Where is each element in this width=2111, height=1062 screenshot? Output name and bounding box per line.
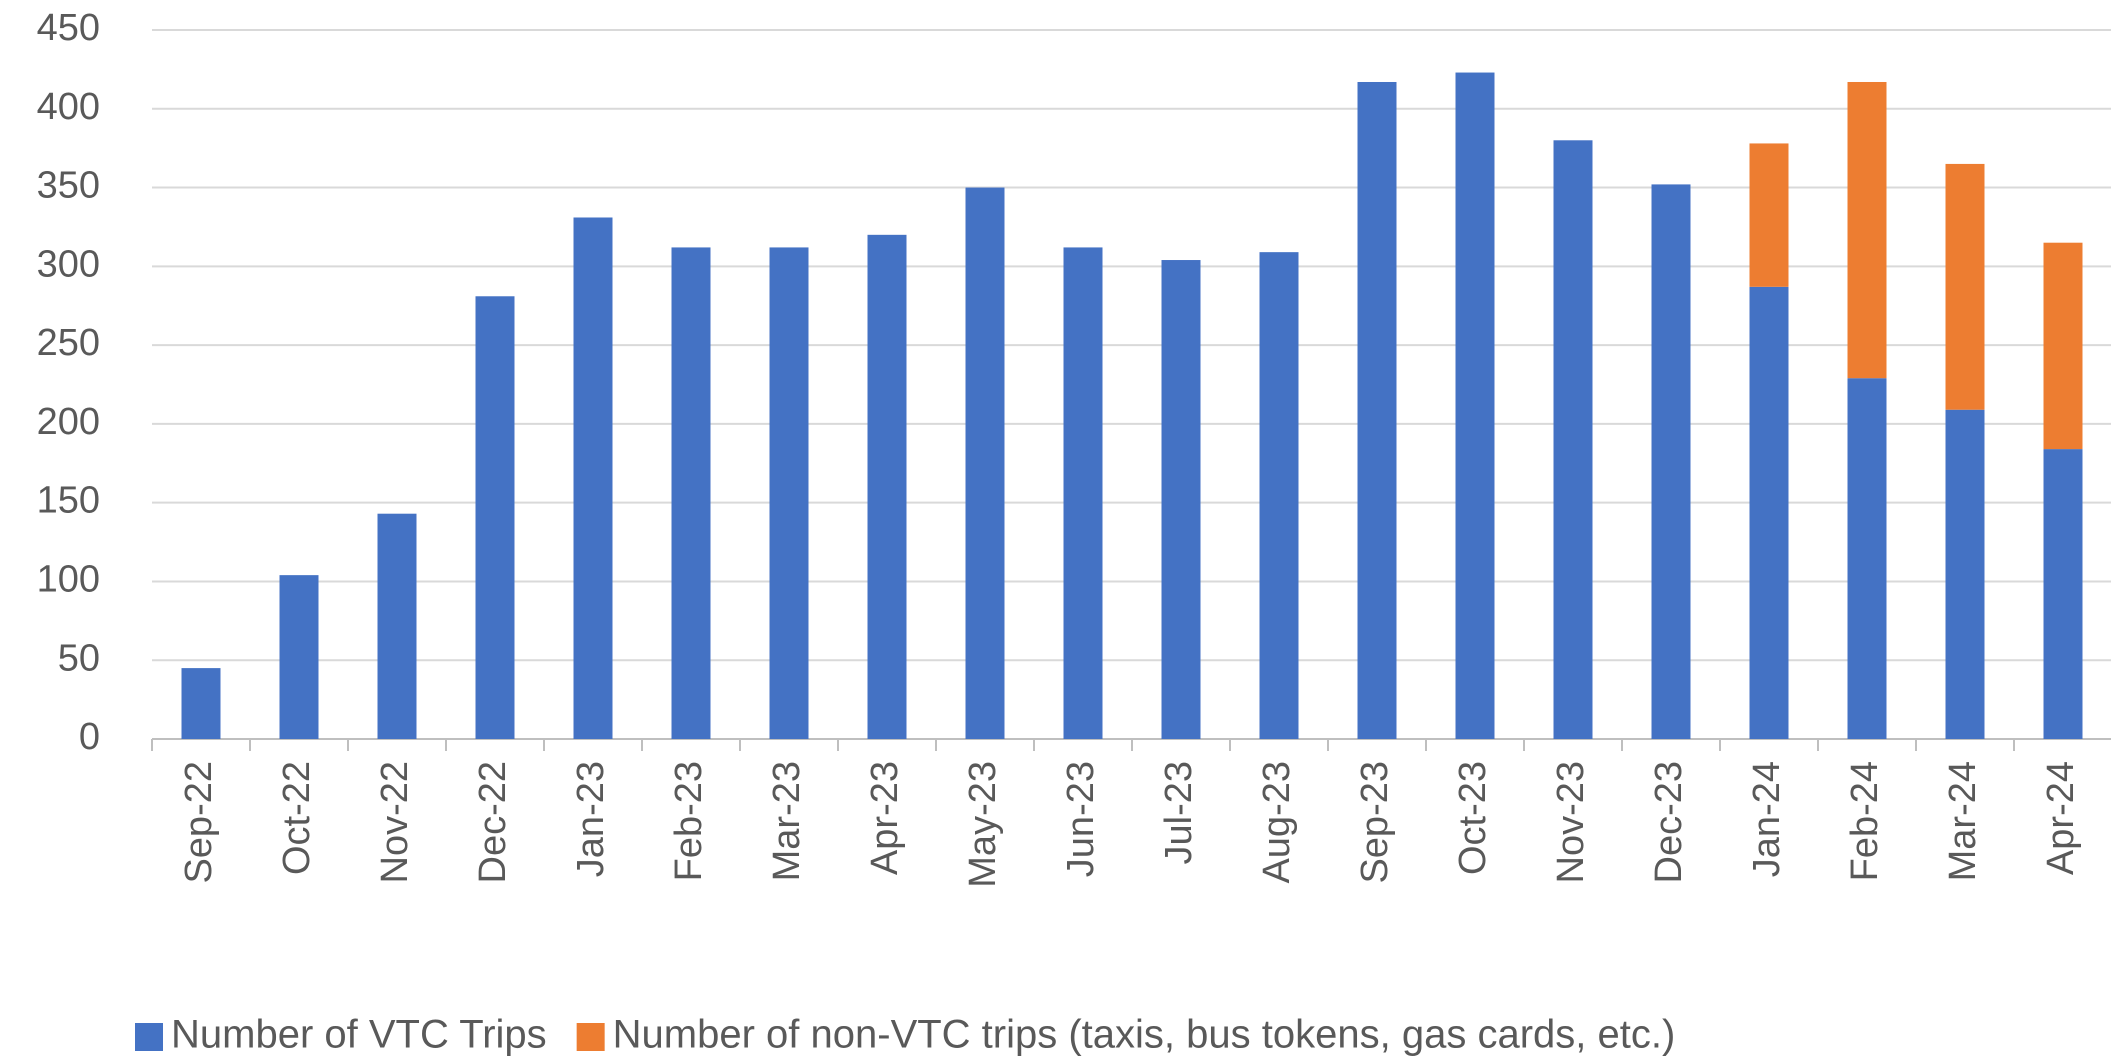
x-tick-label: Jun-23 bbox=[1060, 761, 1102, 877]
bar bbox=[1063, 247, 1103, 739]
legend-swatch bbox=[135, 1023, 163, 1051]
bar bbox=[1749, 143, 1789, 287]
x-tick-label: Dec-22 bbox=[472, 761, 514, 884]
y-tick-label: 50 bbox=[58, 637, 100, 679]
bar bbox=[475, 296, 515, 739]
bar bbox=[573, 217, 613, 740]
y-tick-label: 100 bbox=[37, 558, 100, 600]
legend-label: Number of non-VTC trips (taxis, bus toke… bbox=[613, 1013, 1676, 1057]
x-tick-label: Mar-23 bbox=[766, 761, 808, 881]
x-tick-label: Jan-23 bbox=[570, 761, 612, 877]
bar bbox=[181, 668, 221, 739]
bar bbox=[1553, 140, 1593, 740]
bar bbox=[769, 247, 809, 739]
bar bbox=[671, 247, 711, 739]
bar bbox=[1847, 81, 1887, 379]
x-tick-label: Jan-24 bbox=[1746, 761, 1788, 877]
x-tick-label: Feb-23 bbox=[668, 761, 710, 881]
y-tick-label: 200 bbox=[37, 401, 100, 443]
x-tick-label: Nov-23 bbox=[1550, 761, 1592, 884]
bar bbox=[867, 234, 907, 740]
bar bbox=[1651, 184, 1691, 740]
bar bbox=[1749, 286, 1789, 739]
x-tick-label: Sep-22 bbox=[178, 761, 220, 884]
y-tick-label: 150 bbox=[37, 480, 100, 522]
bar bbox=[965, 187, 1005, 740]
x-tick-label: Sep-23 bbox=[1354, 761, 1396, 884]
legend-swatch bbox=[576, 1023, 605, 1051]
x-tick-label: Jul-23 bbox=[1158, 761, 1200, 865]
x-tick-label: Dec-23 bbox=[1648, 761, 1690, 884]
x-tick-label: Nov-22 bbox=[374, 761, 416, 884]
legend-label: Number of VTC Trips bbox=[171, 1013, 547, 1057]
y-tick-label: 0 bbox=[79, 716, 100, 758]
bar bbox=[377, 513, 417, 739]
y-tick-label: 450 bbox=[37, 7, 100, 49]
bar bbox=[2043, 449, 2083, 739]
bar bbox=[2043, 242, 2083, 450]
y-tick-label: 250 bbox=[37, 322, 100, 364]
x-tick-label: Oct-22 bbox=[276, 761, 318, 875]
x-tick-label: Apr-24 bbox=[2040, 761, 2082, 875]
bar bbox=[1357, 81, 1397, 739]
bar bbox=[1945, 163, 1985, 410]
bar bbox=[1945, 409, 1985, 739]
x-tick-label: Apr-23 bbox=[864, 761, 906, 875]
bar bbox=[1847, 378, 1887, 739]
y-tick-label: 300 bbox=[37, 243, 100, 285]
x-tick-label: Oct-23 bbox=[1452, 761, 1494, 875]
x-tick-label: Aug-23 bbox=[1256, 761, 1298, 884]
bar bbox=[1161, 260, 1201, 739]
y-tick-label: 350 bbox=[37, 165, 100, 207]
bar bbox=[1259, 252, 1299, 740]
x-tick-label: May-23 bbox=[962, 761, 1004, 888]
bar bbox=[279, 575, 319, 739]
x-tick-label: Mar-24 bbox=[1942, 761, 1984, 881]
bar bbox=[1455, 72, 1495, 740]
x-tick-label: Feb-24 bbox=[1844, 761, 1886, 881]
y-tick-label: 400 bbox=[37, 86, 100, 128]
legend: Number of VTC Trips Number of non-VTC tri… bbox=[135, 1013, 1675, 1057]
